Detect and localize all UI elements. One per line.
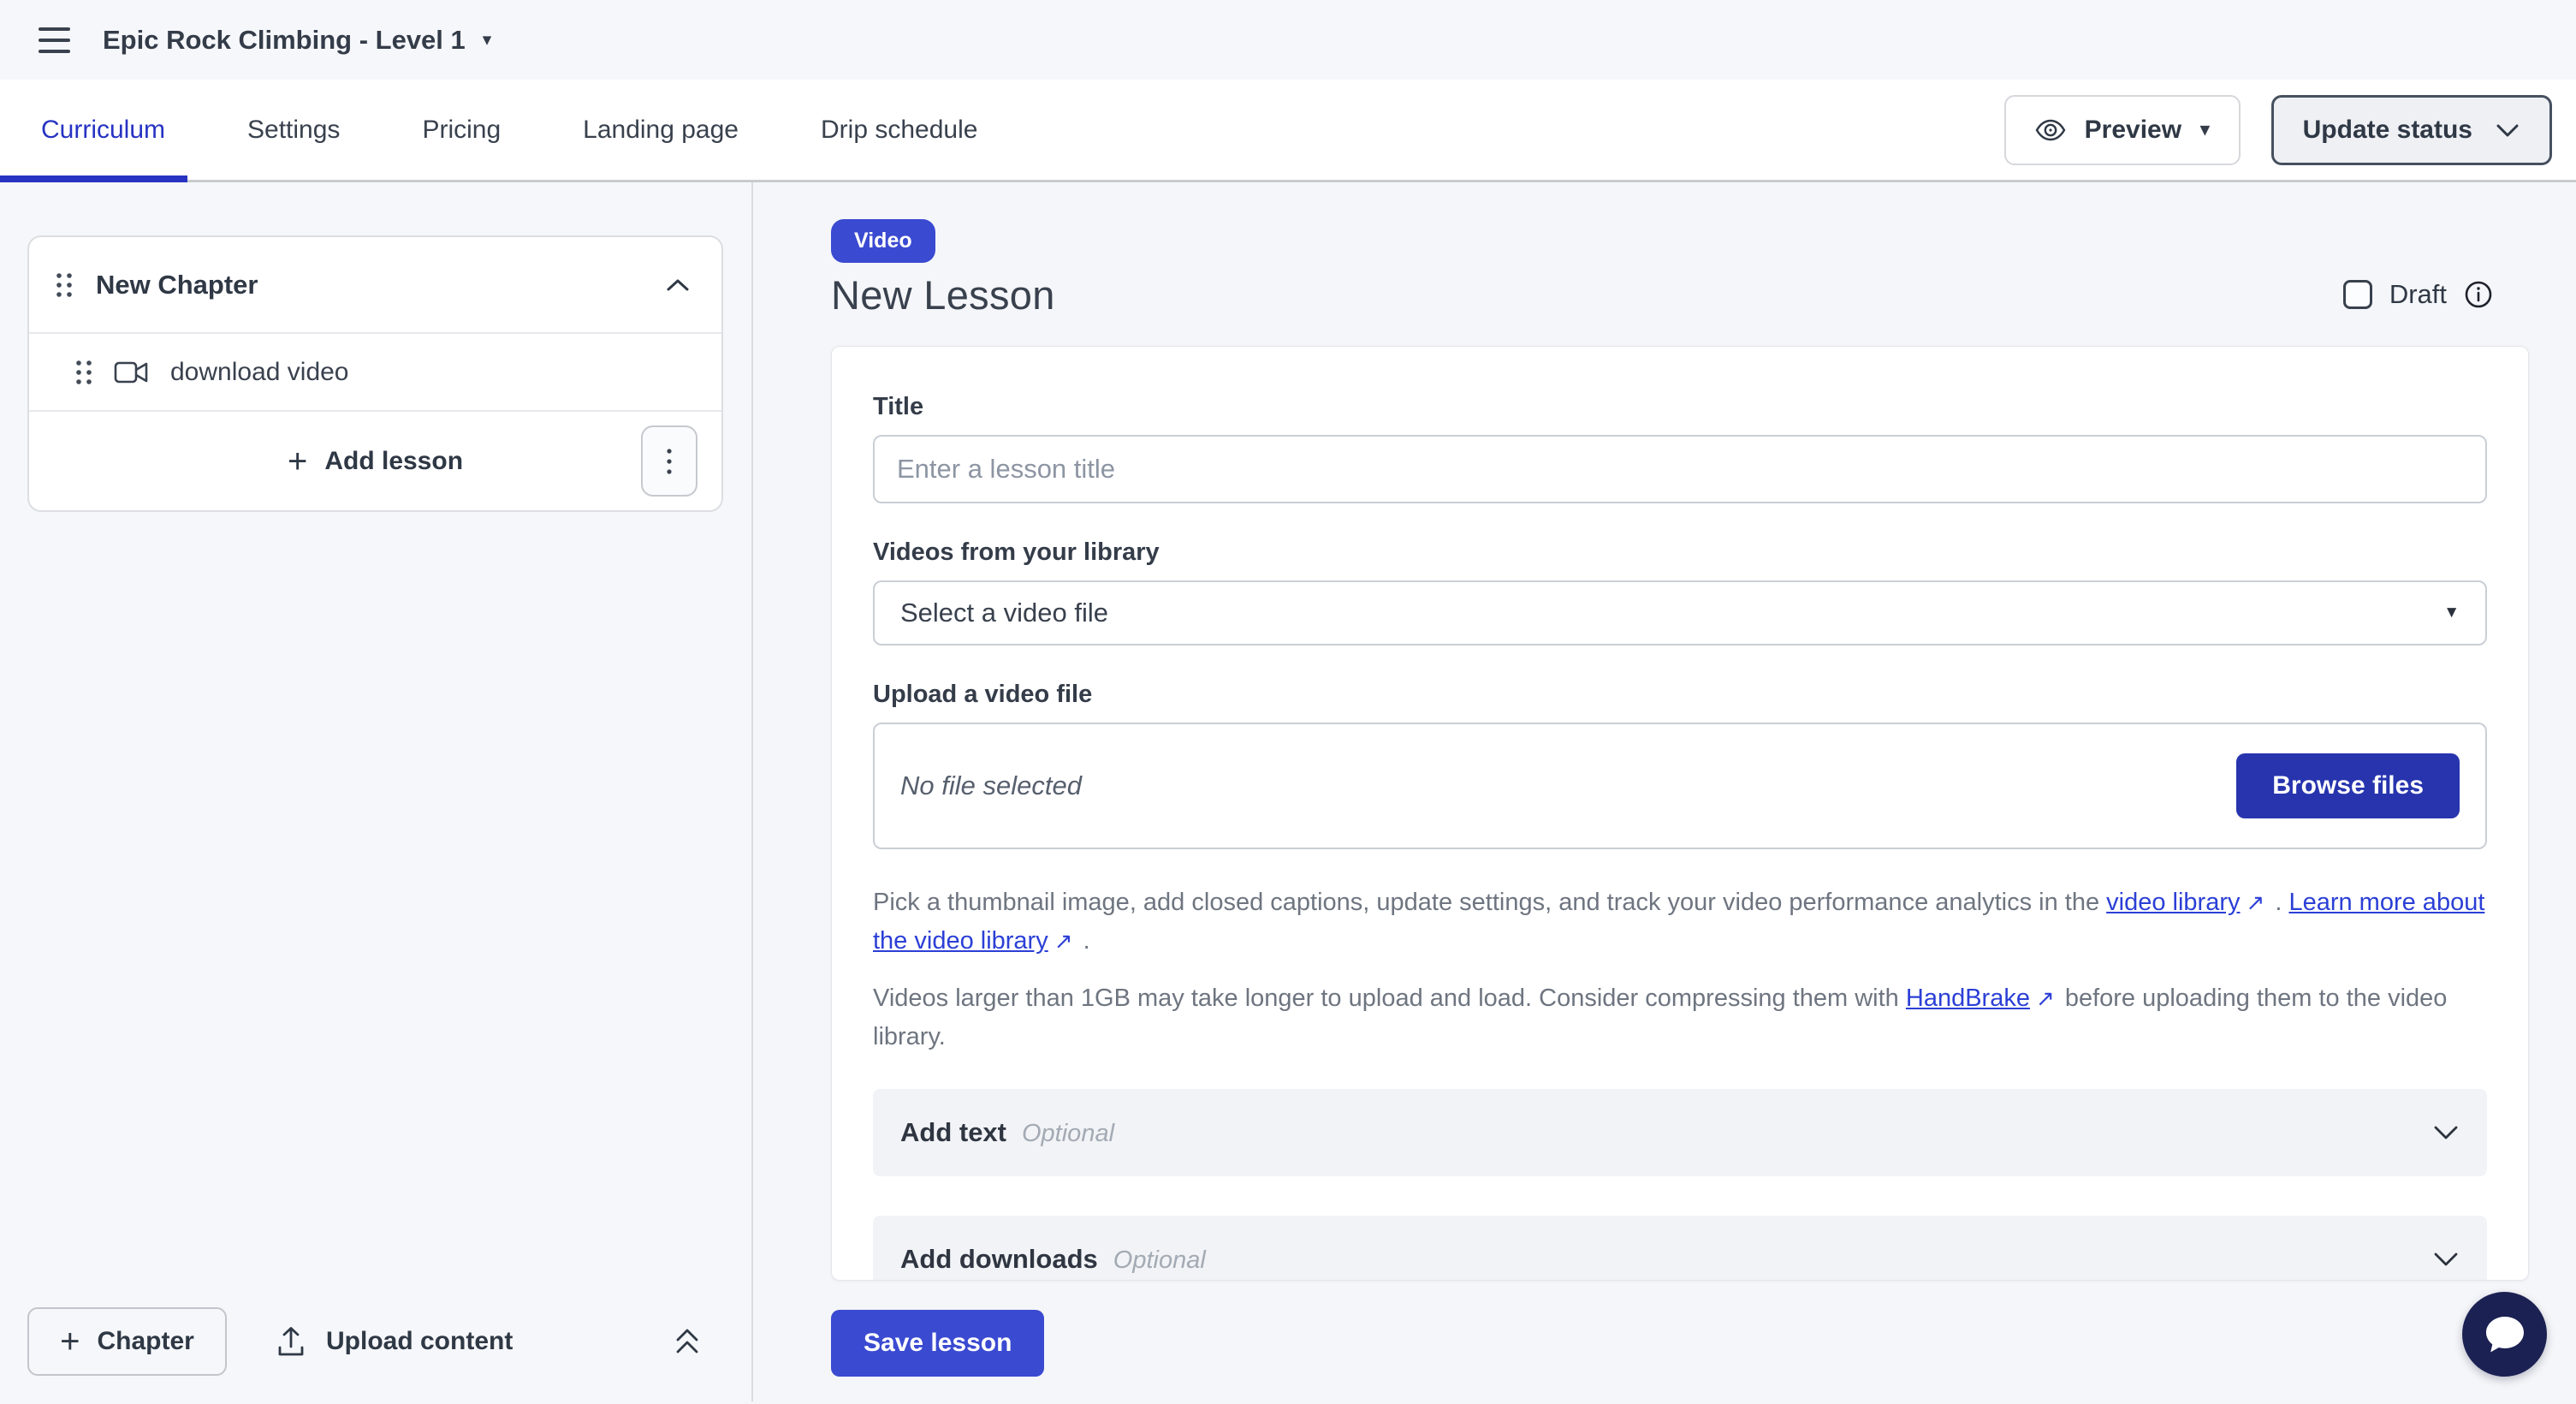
add-text-label: Add text <box>900 1117 1006 1147</box>
add-text-section[interactable]: Add text Optional <box>873 1089 2487 1176</box>
library-field-label: Videos from your library <box>873 538 1160 566</box>
info-icon[interactable] <box>2464 280 2493 309</box>
lesson-title: download video <box>170 357 349 386</box>
caret-down-icon: ▾ <box>2200 120 2210 140</box>
add-downloads-section[interactable]: Add downloads Optional <box>873 1216 2487 1280</box>
sidebar-footer: + Chapter Upload content <box>27 1307 723 1376</box>
chapter-header[interactable]: New Chapter <box>29 237 721 334</box>
add-downloads-section-labels: Add downloads Optional <box>900 1244 1206 1275</box>
chat-widget-button[interactable] <box>2462 1292 2547 1377</box>
no-file-text: No file selected <box>900 770 1082 800</box>
preview-label: Preview <box>2084 115 2182 144</box>
upload-field-label: Upload a video file <box>873 681 1093 708</box>
chevron-down-icon[interactable] <box>2432 1251 2460 1268</box>
draft-label: Draft <box>2389 279 2447 309</box>
help-paragraph-1: Pick a thumbnail image, add closed capti… <box>873 883 2487 961</box>
course-switcher[interactable]: Epic Rock Climbing - Level 1 ▾ <box>103 25 491 56</box>
add-lesson-button[interactable]: + Add lesson <box>288 444 463 479</box>
add-downloads-label: Add downloads <box>900 1244 1098 1274</box>
help-text: . <box>2268 889 2289 916</box>
upload-icon <box>276 1325 306 1358</box>
draft-checkbox[interactable] <box>2342 280 2372 309</box>
chapter-card: New Chapter <box>27 235 723 512</box>
external-link-icon: ↗ <box>2246 889 2265 915</box>
draft-toggle-group: Draft <box>2342 279 2493 310</box>
select-caret-icon: ▼ <box>2443 604 2460 622</box>
plus-icon: + <box>60 1323 80 1360</box>
tab-curriculum[interactable]: Curriculum <box>0 80 188 182</box>
caret-down-icon: ▾ <box>482 30 492 50</box>
update-status-button[interactable]: Update status <box>2270 94 2552 165</box>
header-actions: Preview ▾ Update status <box>2003 94 2552 165</box>
external-link-icon: ↗ <box>2035 985 2055 1011</box>
external-link-icon: ↗ <box>1054 928 1073 954</box>
update-status-label: Update status <box>2302 115 2472 144</box>
upload-help-text: Pick a thumbnail image, add closed capti… <box>873 883 2487 1056</box>
lesson-title-input[interactable] <box>873 435 2487 503</box>
learn-more-link[interactable]: Learn more about the video library ↗ <box>873 889 2484 955</box>
collapse-all-icon[interactable] <box>674 1326 701 1357</box>
save-lesson-button[interactable]: Save lesson <box>831 1310 1045 1377</box>
link-text: Learn more about the video library <box>873 889 2485 955</box>
optional-label: Optional <box>1022 1120 1115 1147</box>
tab-pricing[interactable]: Pricing <box>422 115 502 144</box>
tab-settings[interactable]: Settings <box>247 115 341 144</box>
video-library-select-value: Select a video file <box>900 598 1108 628</box>
chapter-title: New Chapter <box>96 269 258 300</box>
curriculum-sidebar: New Chapter <box>0 182 753 1401</box>
tab-drip-schedule[interactable]: Drip schedule <box>821 115 978 144</box>
drag-handle-icon[interactable] <box>74 359 93 386</box>
topbar: Epic Rock Climbing - Level 1 ▾ <box>0 0 2576 80</box>
chapter-menu-button[interactable] <box>641 425 697 497</box>
lesson-editor: Video New Lesson Draft Title Videos from… <box>753 182 2576 1401</box>
video-library-select[interactable]: Select a video file ▼ <box>873 580 2487 645</box>
video-camera-icon <box>114 360 150 385</box>
optional-label: Optional <box>1113 1246 1206 1274</box>
lesson-header-left: Video New Lesson <box>831 219 1055 318</box>
help-paragraph-2: Videos larger than 1GB may take longer t… <box>873 979 2487 1056</box>
chevron-up-icon[interactable] <box>665 277 691 293</box>
chapter-footer: + Add lesson <box>29 412 721 510</box>
tab-landing-page[interactable]: Landing page <box>583 115 739 144</box>
browse-files-button[interactable]: Browse files <box>2236 753 2460 818</box>
help-text: before uploading them to the video libra… <box>873 985 2448 1050</box>
chevron-down-icon <box>2495 122 2520 139</box>
video-library-link[interactable]: video library ↗ <box>2106 889 2268 916</box>
lesson-row[interactable]: download video <box>29 334 721 412</box>
hamburger-icon[interactable] <box>39 27 70 53</box>
page-title: New Lesson <box>831 272 1055 318</box>
help-text: Videos larger than 1GB may take longer t… <box>873 985 1906 1012</box>
add-chapter-button[interactable]: + Chapter <box>27 1307 227 1376</box>
help-text: . <box>1076 927 1090 955</box>
link-text: HandBrake <box>1905 985 2030 1012</box>
link-text: video library <box>2106 889 2241 916</box>
lesson-header: Video New Lesson Draft <box>831 219 2529 318</box>
tabs: Curriculum Settings Pricing Landing page… <box>0 80 1059 182</box>
lesson-form-card: Title Videos from your library Select a … <box>831 346 2529 1281</box>
lesson-type-badge: Video <box>831 219 935 263</box>
preview-button[interactable]: Preview ▾ <box>2003 94 2241 165</box>
content: New Chapter <box>0 182 2576 1401</box>
drag-handle-icon[interactable] <box>55 271 74 299</box>
handbrake-link[interactable]: HandBrake ↗ <box>1906 985 2058 1012</box>
add-lesson-label: Add lesson <box>324 446 464 475</box>
plus-icon: + <box>287 442 308 480</box>
add-text-section-labels: Add text Optional <box>900 1117 1114 1148</box>
title-field-label: Title <box>873 393 924 420</box>
upload-content-button[interactable]: Upload content <box>276 1325 513 1358</box>
chevron-down-icon[interactable] <box>2432 1124 2460 1141</box>
kebab-menu-icon <box>666 447 673 476</box>
help-text: Pick a thumbnail image, add closed capti… <box>873 889 2107 916</box>
upload-content-label: Upload content <box>326 1327 513 1355</box>
add-chapter-label: Chapter <box>97 1327 194 1355</box>
chat-bubble-icon <box>2482 1313 2528 1356</box>
course-title: Epic Rock Climbing - Level 1 <box>103 24 466 55</box>
video-upload-dropzone[interactable]: No file selected Browse files <box>873 723 2487 849</box>
eye-icon <box>2035 118 2066 142</box>
tabbar: Curriculum Settings Pricing Landing page… <box>0 80 2576 182</box>
